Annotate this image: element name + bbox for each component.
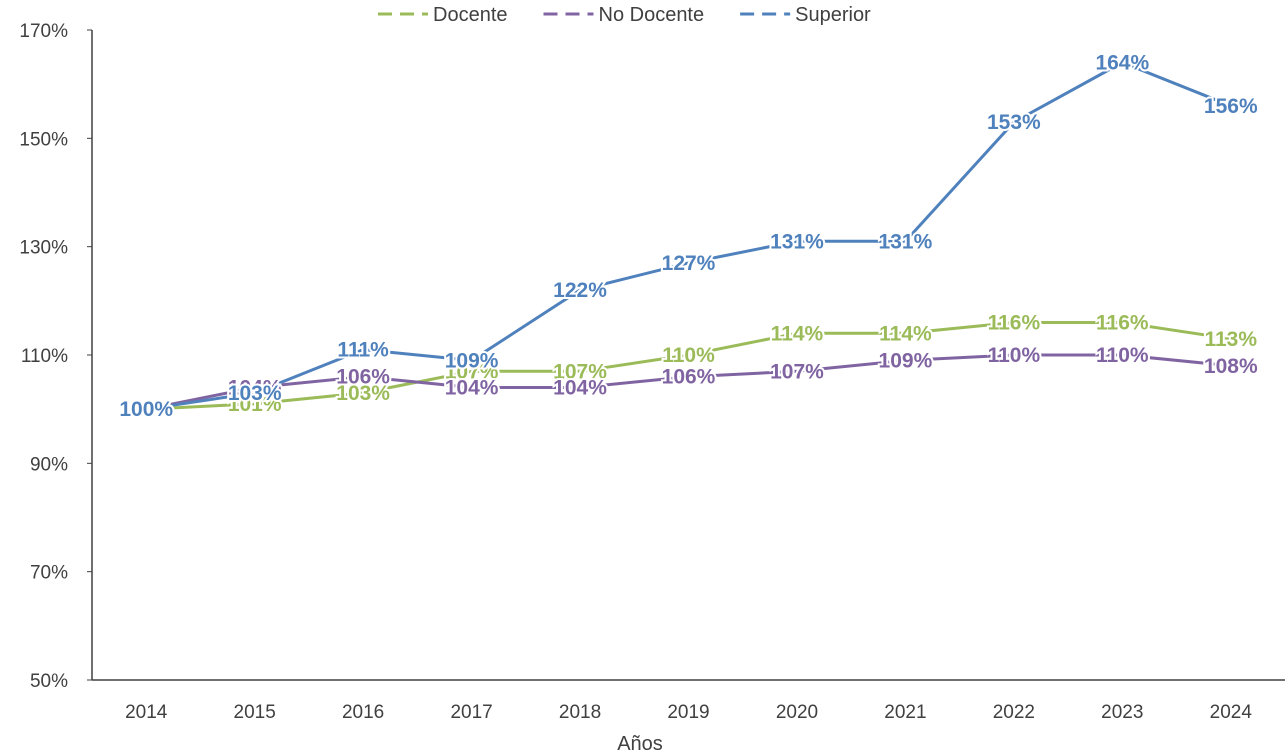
x-tick-label: 2020 [776,702,818,723]
x-tick-label: 2018 [559,702,601,723]
data-label: 164% [1095,52,1149,75]
data-label: 106% [336,366,390,389]
series-lines [145,61,1232,411]
x-tick-label: 2024 [1210,702,1253,723]
data-label: 103% [336,382,390,405]
series-line-superior [145,61,1232,411]
data-label: 100% [119,398,173,421]
data-label: 110% [988,344,1041,367]
data-label: 116% [1096,312,1149,335]
x-tick-label: 2017 [450,702,492,723]
data-label: 101% [228,393,282,416]
legend-item-docente: Docente [378,4,508,26]
data-label: 111% [337,339,389,362]
series-line-docente [146,321,1232,411]
y-tick-labels: 50% 70% 90% 110% 130% 150% 170% [19,21,92,692]
data-label: 107% [445,360,499,383]
y-tick-label: 130% [19,238,68,259]
data-label: 113% [1204,328,1257,351]
y-tick-label: 110% [21,346,68,367]
legend-item-superior: Superior [740,4,871,26]
data-label: 107% [553,360,607,383]
data-label: 116% [988,312,1041,335]
y-tick-label: 170% [19,21,68,42]
data-label: 104% [445,377,499,400]
y-tick-label: 90% [30,454,68,475]
data-label: 100% [119,398,173,421]
y-tick-label: 150% [19,129,68,150]
data-label: 114% [879,322,932,345]
data-label: 104% [553,377,607,400]
y-tick-label: 50% [30,671,68,692]
data-label: 100% [119,398,173,421]
x-tick-label: 2023 [1101,702,1143,723]
data-label: 103% [228,382,282,405]
data-label: 156% [1204,95,1258,118]
data-label: 104% [228,377,282,400]
x-tick-label: 2022 [993,702,1035,723]
x-tick-label: 2019 [667,702,709,723]
x-tick-label: 2016 [342,702,384,723]
data-label: 109% [879,349,933,372]
legend: Docente No Docente Superior [378,4,871,26]
data-label: 106% [662,366,716,389]
x-tick-labels: 2014 2015 2016 2017 2018 2019 2020 2021 2022 2023… [125,702,1252,723]
data-label: 122% [553,279,607,302]
data-label: 110% [662,344,715,367]
legend-label: Superior [795,4,871,26]
data-labels: 100% 101% 103%107% 107%110%114% 114% 116% 116%… [117,50,1260,424]
y-tick-label: 70% [30,563,68,584]
data-label: 131% [879,230,933,253]
data-label: 109% [445,349,499,372]
data-label: 108% [1204,355,1258,378]
legend-item-no-docente: No Docente [543,4,705,26]
legend-label: Docente [433,4,508,26]
data-label: 107% [770,360,824,383]
data-label: 127% [662,252,716,275]
legend-label: No Docente [599,4,705,26]
x-axis-title: Años [617,733,663,755]
data-label: 131% [770,230,824,253]
data-label: 153% [987,111,1041,134]
data-label: 114% [771,322,824,345]
x-tick-label: 2015 [234,702,276,723]
x-tick-label: 2021 [884,702,926,723]
x-tick-label: 2014 [125,702,168,723]
data-label: 110% [1096,344,1149,367]
series-line-no-docente [145,353,1231,411]
